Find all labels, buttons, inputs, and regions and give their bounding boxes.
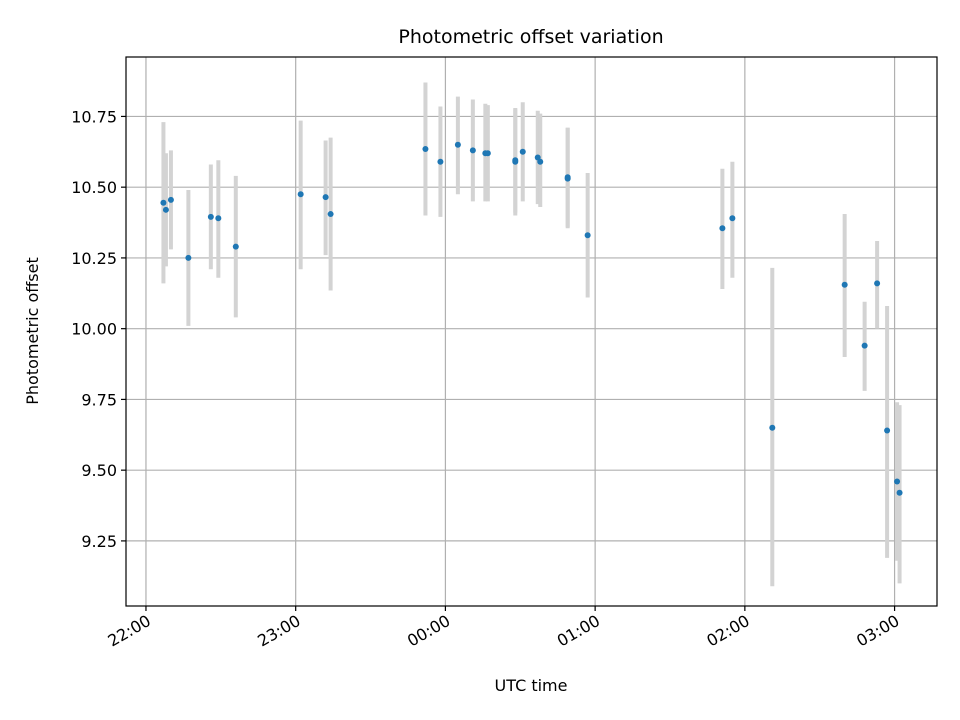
data-point (874, 280, 881, 287)
data-point (160, 199, 167, 206)
y-tick-label: 9.50 (81, 461, 117, 480)
data-point (729, 215, 736, 222)
data-point (861, 342, 868, 349)
y-axis: 9.25 9.50 9.75 10.00 10.25 10.50 10.75 (71, 107, 126, 551)
y-tick-label: 10.25 (71, 249, 117, 268)
data-point (454, 141, 461, 148)
y-tick-label: 10.00 (71, 320, 117, 339)
y-tick-label: 9.75 (81, 390, 117, 409)
data-point (185, 254, 192, 261)
y-tick-label: 9.25 (81, 532, 117, 551)
data-point (719, 225, 726, 232)
data-point (894, 478, 901, 485)
data-point (422, 145, 429, 152)
plot-frame (125, 56, 938, 607)
data-point (896, 489, 903, 496)
data-point (327, 211, 334, 218)
data-point (484, 150, 491, 157)
chart-title: Photometric offset variation (398, 26, 663, 48)
data-point (167, 196, 174, 203)
data-point (512, 157, 519, 164)
x-axis-title: UTC time (495, 676, 568, 695)
data-points (160, 141, 903, 496)
y-tick-label: 10.50 (71, 178, 117, 197)
data-point (519, 148, 526, 155)
data-point (207, 213, 214, 220)
data-point (841, 281, 848, 288)
data-point (215, 215, 222, 222)
data-point (584, 232, 591, 239)
data-point (469, 147, 476, 154)
y-axis-title: Photometric offset (23, 257, 42, 405)
y-tick-label: 10.75 (71, 107, 117, 126)
data-point (537, 158, 544, 165)
grid (126, 57, 937, 606)
data-point (162, 206, 169, 213)
data-point (884, 427, 891, 434)
data-point (232, 243, 239, 250)
data-point (564, 174, 571, 181)
data-point (769, 424, 776, 431)
data-point (437, 158, 444, 165)
data-point (322, 194, 329, 201)
data-point (297, 191, 304, 198)
